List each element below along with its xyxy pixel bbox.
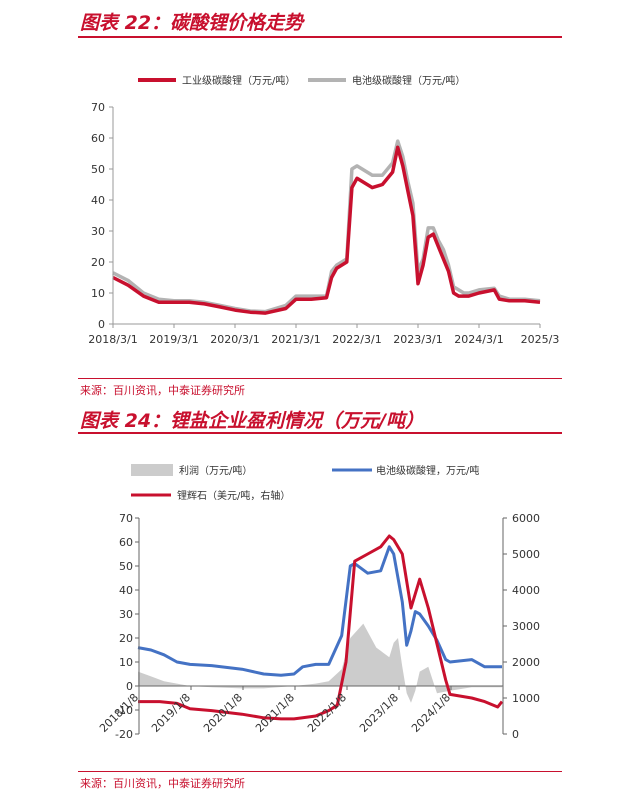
x-tick-label: 2022/1/8	[305, 691, 349, 735]
x-tick-label: 2021/3/1	[271, 333, 320, 346]
figure-24-source-rule	[78, 771, 562, 772]
y-tick-label: -10	[115, 704, 133, 717]
x-tick-label: 2024/1/8	[409, 691, 453, 735]
y-tick-label: 60	[91, 132, 105, 145]
y-tick-label: 10	[91, 287, 105, 300]
figure-22-source: 来源：百川资讯，中泰证券研究所	[80, 384, 245, 397]
y-tick-label: 50	[119, 560, 133, 573]
series-line-battery-carbonate	[137, 545, 502, 677]
y-tick-label: 20	[119, 632, 133, 645]
y2-tick-label: 0	[512, 728, 519, 741]
y2-tick-label: 4000	[512, 584, 540, 597]
x-tick-label: 2024/3/1	[454, 333, 503, 346]
figure-24-source: 来源：百川资讯，中泰证券研究所	[80, 777, 245, 790]
y-tick-label: 0	[126, 680, 133, 693]
x-tick-label: 2023/3/1	[393, 333, 442, 346]
y-tick-label: 10	[119, 656, 133, 669]
y2-tick-label: 5000	[512, 548, 540, 561]
figure-22-source-rule	[78, 378, 562, 379]
x-tick-label: 2025/3	[521, 333, 560, 346]
y2-tick-label: 1000	[512, 692, 540, 705]
chart-lithium-carbonate-price: 工业级碳酸锂（万元/吨） 电池级碳酸锂（万元/吨） 0 10 20 30 40 50 60 70…	[88, 74, 560, 346]
series-line-industrial	[112, 145, 541, 315]
x-tick-label: 2021/1/8	[253, 691, 297, 735]
y-tick-label: 20	[91, 256, 105, 269]
legend-label: 锂辉石（美元/吨，右轴）	[177, 489, 290, 502]
x-tick-label: 2022/3/1	[332, 333, 381, 346]
legend-label: 电池级碳酸锂（万元/吨）	[352, 74, 465, 87]
y-tick-label: 40	[91, 194, 105, 207]
legend-label: 工业级碳酸锂（万元/吨）	[182, 74, 295, 87]
series-line-battery	[112, 139, 541, 314]
figure-24-title: 图表 24：锂盐企业盈利情况（万元/吨）	[80, 410, 424, 432]
figure-24-title-rule	[78, 432, 562, 434]
y2-tick-label: 3000	[512, 620, 540, 633]
y-tick-label: -20	[115, 728, 133, 741]
y2-tick-label: 2000	[512, 656, 540, 669]
x-tick-label: 2018/3/1	[88, 333, 137, 346]
x-tick-label: 2019/1/8	[149, 691, 193, 735]
y-tick-label: 30	[91, 225, 105, 238]
figure-22-title-rule	[78, 36, 562, 38]
y-tick-label: 50	[91, 163, 105, 176]
figure-22-title: 图表 22：碳酸锂价格走势	[80, 12, 304, 34]
legend-label: 电池级碳酸锂，万元/吨	[376, 464, 479, 477]
y-tick-label: 0	[98, 318, 105, 331]
y-tick-label: 30	[119, 608, 133, 621]
chart1-legend: 工业级碳酸锂（万元/吨） 电池级碳酸锂（万元/吨）	[138, 74, 465, 87]
y-tick-label: 60	[119, 536, 133, 549]
y2-tick-label: 6000	[512, 512, 540, 525]
y-tick-label: 70	[119, 512, 133, 525]
x-tick-label: 2019/3/1	[149, 333, 198, 346]
x-tick-label: 2020/3/1	[210, 333, 259, 346]
y-tick-label: 70	[91, 101, 105, 114]
x-tick-label: 2023/1/8	[357, 691, 401, 735]
legend-label: 利润（万元/吨）	[179, 464, 252, 477]
series-line-spodumene	[138, 534, 504, 721]
legend-swatch	[131, 464, 173, 476]
y-tick-label: 40	[119, 584, 133, 597]
